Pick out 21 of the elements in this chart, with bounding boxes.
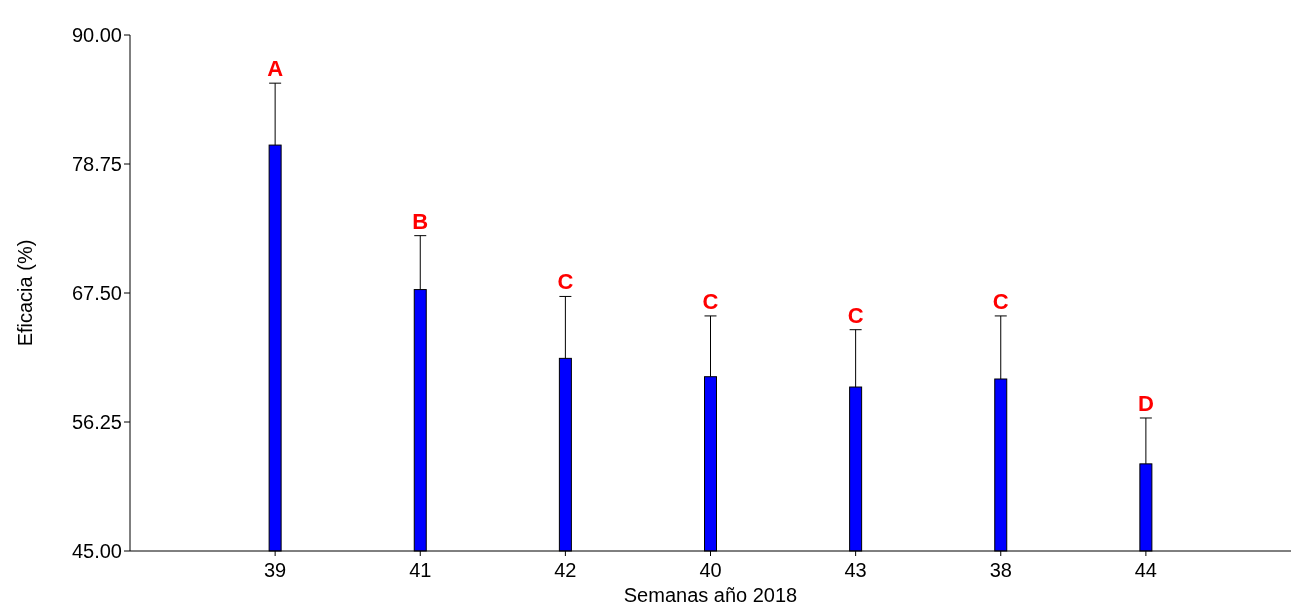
annotation: B xyxy=(412,208,429,234)
annotation: A xyxy=(267,56,284,82)
x-tick-label: 44 xyxy=(1134,559,1157,581)
y-tick-label: 78.75 xyxy=(71,153,122,175)
annotation: C xyxy=(557,269,574,295)
x-axis-title: Semanas año 2018 xyxy=(623,584,798,606)
y-axis-title: Eficacia (%) xyxy=(14,239,36,347)
y-tick-label: 90.00 xyxy=(71,24,122,46)
x-tick-label: 39 xyxy=(264,559,287,581)
x-tick-label: 40 xyxy=(699,559,722,581)
annotation: C xyxy=(847,302,864,328)
x-tick-label: 38 xyxy=(989,559,1012,581)
annotation: D xyxy=(1137,390,1154,416)
annotation: C xyxy=(992,288,1009,314)
x-tick-label: 42 xyxy=(554,559,577,581)
y-tick-label: 45.00 xyxy=(71,540,122,562)
x-tick-label: 43 xyxy=(844,559,867,581)
y-tick-label: 56.25 xyxy=(71,411,122,433)
x-tick-label: 41 xyxy=(409,559,432,581)
annotation: C xyxy=(702,288,719,314)
y-tick-label: 67.50 xyxy=(71,282,122,304)
